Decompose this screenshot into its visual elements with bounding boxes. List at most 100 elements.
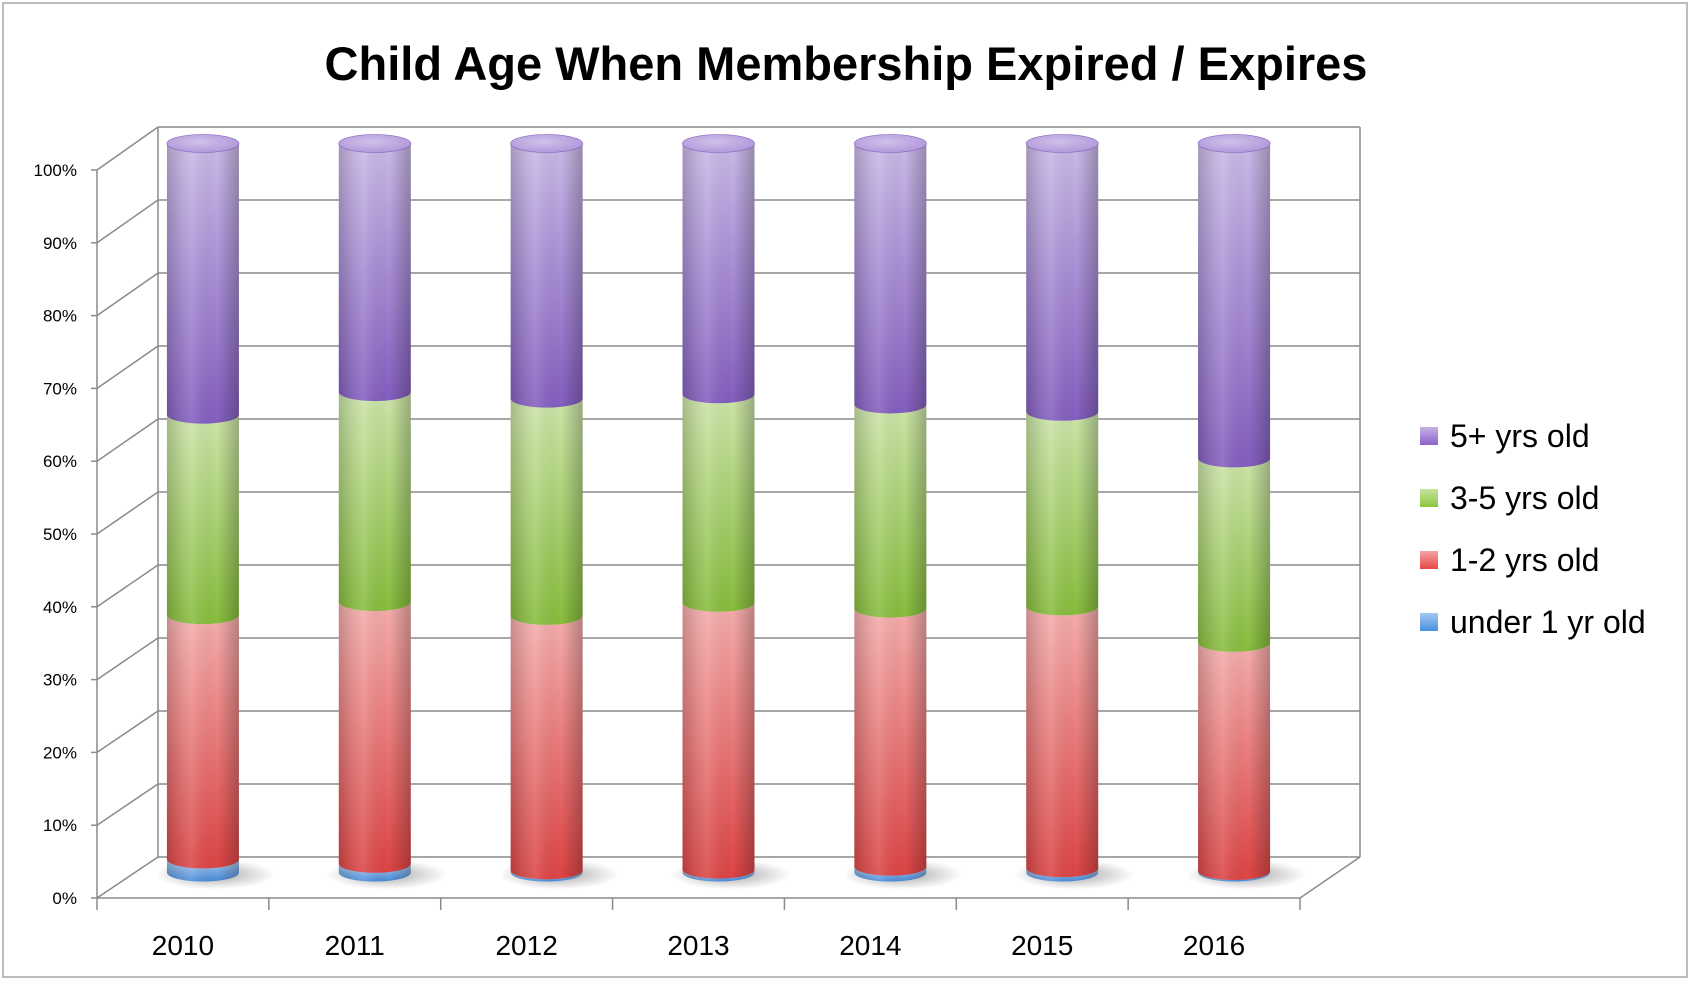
legend-swatch bbox=[1420, 427, 1438, 445]
bar-segment-shade bbox=[510, 615, 583, 880]
bar-segment-shade bbox=[338, 602, 411, 873]
bar-segment bbox=[854, 866, 927, 882]
bar-segment bbox=[510, 615, 583, 880]
bar-segment bbox=[682, 602, 755, 879]
bar-segment bbox=[1198, 458, 1271, 652]
bar-segment-shade bbox=[1198, 642, 1271, 881]
bar-stack-2011 bbox=[326, 134, 447, 890]
legend-item: 5+ yrs old bbox=[1420, 418, 1590, 454]
legend: 5+ yrs old 3-5 yrs old 1-2 yrs old under 1 … bbox=[1420, 418, 1646, 640]
bar-segment-shade bbox=[166, 414, 239, 625]
bars bbox=[154, 134, 1307, 890]
bar-segment-shade bbox=[166, 615, 239, 869]
bar-segment-shade bbox=[338, 392, 411, 612]
legend-label: 3-5 yrs old bbox=[1450, 480, 1599, 516]
bar-segment-shade bbox=[166, 859, 239, 882]
bar-segment bbox=[166, 615, 239, 869]
bar-stack-2012 bbox=[498, 134, 619, 890]
x-tick-label: 2016 bbox=[1183, 930, 1245, 961]
y-tick-label: 90% bbox=[43, 234, 77, 253]
bar-top-cap bbox=[166, 134, 240, 153]
bar-segment bbox=[1026, 868, 1099, 882]
legend-item: under 1 yr old bbox=[1420, 604, 1646, 640]
legend-swatch bbox=[1420, 489, 1438, 507]
x-tick-label: 2012 bbox=[495, 930, 557, 961]
bar-stack-2013 bbox=[670, 134, 791, 890]
y-tick-label: 10% bbox=[43, 816, 77, 835]
bar-segment bbox=[1026, 411, 1099, 616]
y-tick-label: 40% bbox=[43, 598, 77, 617]
bar-segment-shade bbox=[682, 869, 755, 882]
bar-segment bbox=[338, 392, 411, 612]
y-tick-label: 70% bbox=[43, 379, 77, 398]
bar-segment-shade bbox=[510, 870, 583, 882]
bar-segment-shade bbox=[854, 608, 927, 876]
y-tick-label: 30% bbox=[43, 671, 77, 690]
bar-segment-shade bbox=[1026, 411, 1099, 616]
bar-segment-shade bbox=[338, 863, 411, 882]
legend-label: under 1 yr old bbox=[1450, 604, 1646, 640]
x-tick-label: 2010 bbox=[152, 930, 214, 961]
bar-segment-shade bbox=[854, 866, 927, 882]
bar-segment-shade bbox=[682, 143, 755, 404]
y-tick-label: 50% bbox=[43, 525, 77, 544]
bar-stack-2014 bbox=[842, 134, 963, 890]
bar-segment-shade bbox=[1026, 606, 1099, 878]
bar-segment bbox=[1197, 134, 1271, 468]
bar-segment bbox=[166, 414, 239, 625]
bar-segment bbox=[682, 134, 755, 404]
bar-segment-shade bbox=[854, 143, 927, 414]
bar-segment bbox=[510, 870, 583, 882]
bar-top-cap bbox=[1025, 134, 1099, 153]
bar-segment bbox=[1025, 134, 1099, 421]
y-tick-label: 60% bbox=[43, 452, 77, 471]
bar-segment bbox=[1198, 871, 1271, 882]
bar-segment bbox=[854, 134, 927, 414]
legend-item: 3-5 yrs old bbox=[1420, 480, 1599, 516]
legend-item: 1-2 yrs old bbox=[1420, 542, 1599, 578]
bar-top-cap bbox=[338, 134, 412, 153]
bar-segment bbox=[854, 404, 927, 618]
bar-segment bbox=[338, 602, 411, 873]
bar-segment bbox=[1026, 606, 1099, 878]
bar-segment bbox=[510, 398, 583, 625]
bar-segment bbox=[682, 394, 755, 612]
bar-stack-2015 bbox=[1014, 134, 1135, 890]
bar-segment-shade bbox=[682, 394, 755, 612]
x-tick-label: 2014 bbox=[839, 930, 901, 961]
bar-segment-shade bbox=[510, 398, 583, 625]
bar-segment-shade bbox=[682, 602, 755, 879]
legend-swatch bbox=[1420, 613, 1438, 631]
bar-segment-shade bbox=[854, 404, 927, 618]
bar-stack-2016 bbox=[1186, 134, 1307, 890]
bar-segment-shade bbox=[1026, 868, 1099, 882]
bar-segment-shade bbox=[1198, 871, 1271, 882]
y-tick-label: 0% bbox=[52, 889, 77, 908]
legend-swatch bbox=[1420, 551, 1438, 569]
bar-segment-shade bbox=[166, 143, 239, 424]
bar-segment-shade bbox=[1198, 143, 1271, 468]
x-axis-ticks: 2010 2011 2012 2013 2014 2015 2016 bbox=[152, 930, 1245, 961]
bar-segment-shade bbox=[510, 143, 583, 408]
y-tick-label: 100% bbox=[34, 161, 77, 180]
y-axis-ticks: 0% 10% 20% 30% 40% 50% 60% 70% 80% 90% 100% bbox=[34, 161, 77, 908]
bar-segment-shade bbox=[338, 143, 411, 402]
legend-label: 5+ yrs old bbox=[1450, 418, 1590, 454]
bar-segment bbox=[682, 869, 755, 882]
bar-top-cap bbox=[854, 134, 927, 153]
bar-segment bbox=[166, 134, 240, 424]
bar-segment bbox=[510, 134, 583, 408]
legend-label: 1-2 yrs old bbox=[1450, 542, 1599, 578]
bar-segment bbox=[166, 859, 239, 882]
y-tick-label: 80% bbox=[43, 307, 77, 326]
bar-segment bbox=[1198, 642, 1271, 881]
chart-title: Child Age When Membership Expired / Expi… bbox=[325, 37, 1368, 90]
x-tick-label: 2015 bbox=[1011, 930, 1073, 961]
bar-top-cap bbox=[682, 134, 755, 153]
bar-top-cap bbox=[1197, 134, 1271, 153]
bar-segment-shade bbox=[1026, 143, 1099, 421]
bar-stack-2010 bbox=[154, 134, 275, 890]
bar-segment-shade bbox=[1198, 458, 1271, 652]
